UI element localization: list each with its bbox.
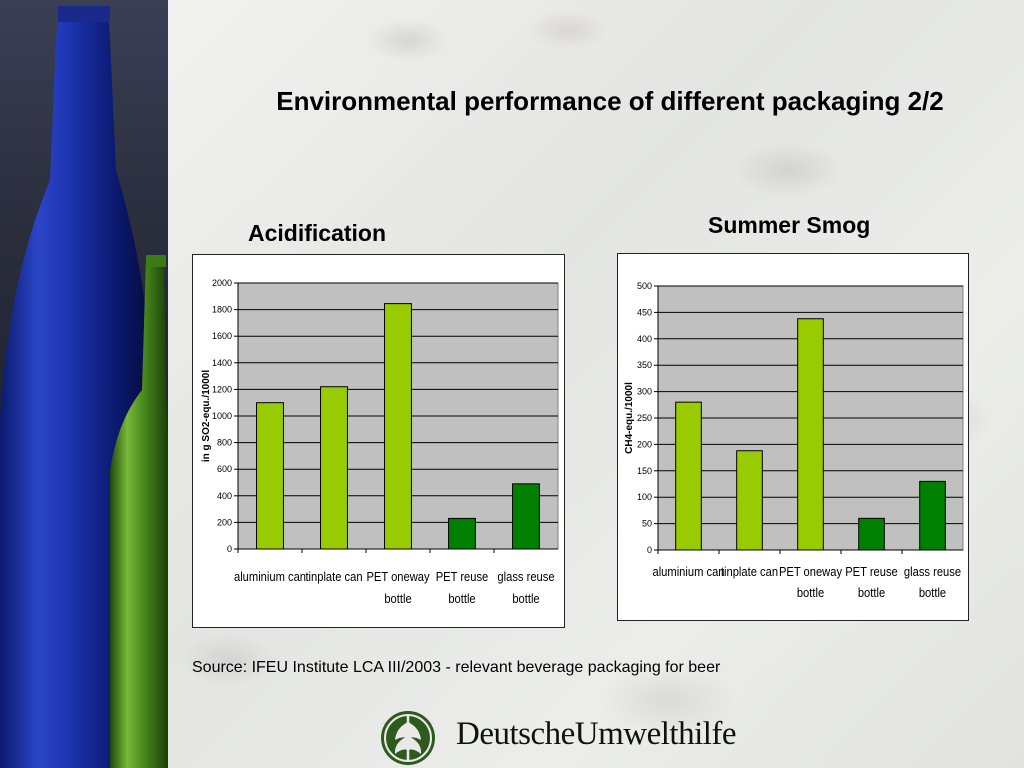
- x-category-label: bottle: [858, 585, 886, 600]
- globe-leaf-icon: [381, 711, 435, 765]
- bar: [797, 318, 824, 551]
- y-tick-label: 1000: [212, 411, 232, 421]
- x-category-label: PET oneway: [366, 569, 430, 584]
- y-tick-label: 450: [637, 307, 652, 317]
- y-tick-label: 400: [637, 334, 652, 344]
- summer-smog-chart-title: Summer Smog: [708, 212, 871, 238]
- bar: [256, 402, 284, 550]
- bar: [384, 303, 412, 550]
- acidification-chart: 0 200 400 600 800 1000 1200 1400 1600 1800 2000 in …: [192, 254, 565, 628]
- x-category-label: bottle: [448, 591, 476, 606]
- y-axis-label: in g SO2-equ./1000l: [201, 370, 212, 462]
- y-tick-label: 800: [217, 438, 232, 448]
- x-category-label: tinplate can: [721, 564, 778, 579]
- y-tick-label: 500: [637, 281, 652, 291]
- y-tick-label: 0: [647, 545, 652, 555]
- y-tick-label: 1400: [212, 358, 232, 368]
- y-tick-label: 200: [637, 439, 652, 449]
- bar: [675, 401, 702, 551]
- y-tick-label: 2000: [212, 278, 232, 288]
- y-tick-label: 0: [227, 544, 232, 554]
- x-category-label: bottle: [384, 591, 412, 606]
- x-category-label: bottle: [512, 591, 540, 606]
- y-tick-label: 50: [642, 519, 652, 529]
- source-note: Source: IFEU Institute LCA III/2003 - re…: [192, 659, 721, 676]
- slide-title: Environmental performance of different p…: [276, 86, 944, 116]
- x-category-label: tinplate can: [305, 569, 362, 584]
- x-category-label: aluminium can: [653, 564, 725, 579]
- bar: [448, 517, 476, 550]
- acidification-chart-title: Acidification: [248, 220, 387, 246]
- x-category-label: glass reuse: [497, 569, 554, 584]
- y-tick-label: 200: [217, 517, 232, 527]
- logo-text: DeutscheUmwelthilfe: [456, 716, 737, 752]
- y-tick-label: 300: [637, 387, 652, 397]
- y-tick-label: 150: [637, 466, 652, 476]
- x-category-label: bottle: [919, 585, 947, 600]
- bar: [736, 450, 763, 551]
- y-tick-label: 250: [637, 413, 652, 423]
- bar: [919, 480, 946, 551]
- x-category-label: bottle: [797, 585, 825, 600]
- x-category-label: PET reuse: [436, 569, 489, 584]
- y-tick-label: 1800: [212, 305, 232, 315]
- y-tick-label: 100: [637, 492, 652, 502]
- y-tick-label: 1200: [212, 384, 232, 394]
- bar: [320, 386, 348, 550]
- x-category-label: PET oneway: [779, 564, 843, 579]
- x-category-label: aluminium can: [234, 569, 306, 584]
- bar: [858, 517, 885, 551]
- y-tick-label: 400: [217, 491, 232, 501]
- summer-smog-chart: 0 50 100 150 200 250 300 350 400 450 500 CH4-equ./1…: [617, 253, 969, 621]
- bottle-photo: [0, 0, 168, 768]
- y-axis-label: CH4-equ./1000l: [624, 382, 635, 454]
- x-category-label: glass reuse: [904, 564, 961, 579]
- y-tick-label: 350: [637, 360, 652, 370]
- y-tick-label: 600: [217, 464, 232, 474]
- y-tick-label: 1600: [212, 331, 232, 341]
- x-category-label: PET reuse: [845, 564, 898, 579]
- bar: [512, 483, 540, 550]
